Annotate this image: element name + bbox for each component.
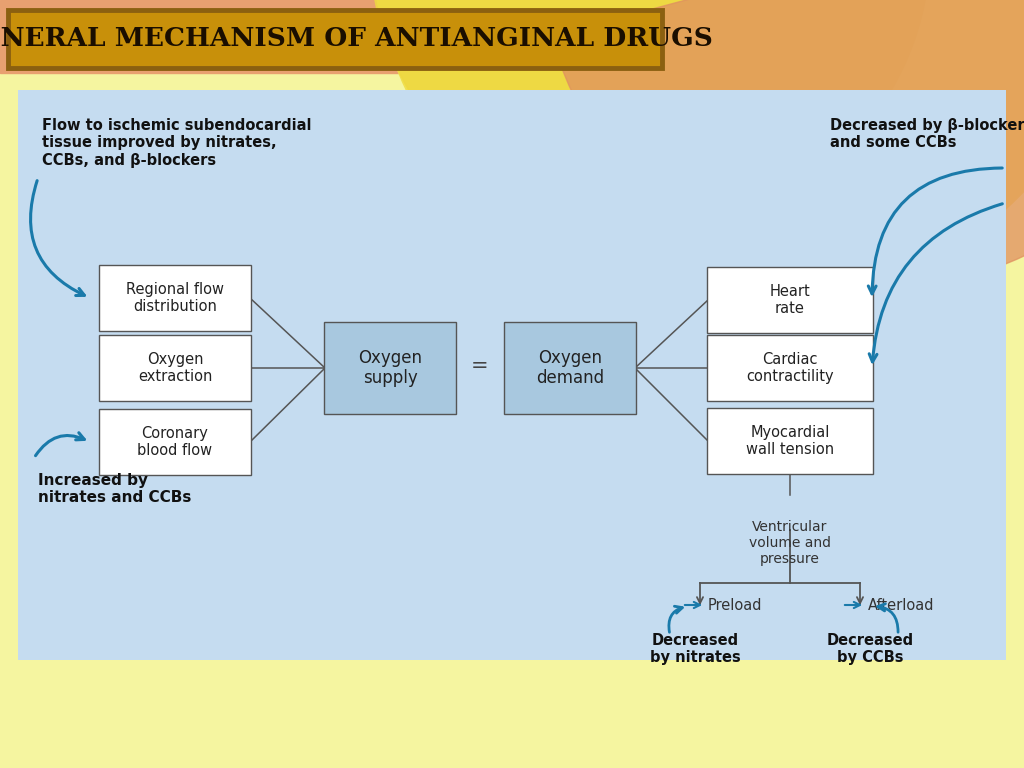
Text: Heart
rate: Heart rate bbox=[770, 284, 810, 316]
Text: Increased by
nitrates and CCBs: Increased by nitrates and CCBs bbox=[38, 473, 191, 505]
FancyBboxPatch shape bbox=[99, 409, 251, 475]
FancyBboxPatch shape bbox=[8, 10, 662, 68]
FancyBboxPatch shape bbox=[707, 335, 873, 401]
FancyArrowPatch shape bbox=[669, 606, 682, 632]
FancyBboxPatch shape bbox=[504, 322, 636, 414]
Bar bbox=[18, 90, 1006, 660]
Wedge shape bbox=[370, 0, 930, 228]
FancyArrowPatch shape bbox=[36, 432, 84, 455]
Text: =: = bbox=[471, 356, 488, 376]
FancyBboxPatch shape bbox=[99, 335, 251, 401]
Wedge shape bbox=[370, 0, 1024, 308]
FancyArrowPatch shape bbox=[868, 168, 1002, 294]
Text: GENERAL MECHANISM OF ANTIANGINAL DRUGS: GENERAL MECHANISM OF ANTIANGINAL DRUGS bbox=[0, 27, 713, 51]
Text: Preload: Preload bbox=[708, 598, 763, 613]
Text: Myocardial
wall tension: Myocardial wall tension bbox=[745, 425, 835, 457]
Text: Flow to ischemic subendocardial
tissue improved by nitrates,
CCBs, and β-blocker: Flow to ischemic subendocardial tissue i… bbox=[42, 118, 311, 167]
FancyBboxPatch shape bbox=[99, 265, 251, 331]
FancyBboxPatch shape bbox=[324, 322, 456, 414]
FancyBboxPatch shape bbox=[707, 408, 873, 474]
Text: Coronary
blood flow: Coronary blood flow bbox=[137, 425, 213, 458]
Text: Oxygen
supply: Oxygen supply bbox=[358, 349, 422, 387]
Text: Oxygen
extraction: Oxygen extraction bbox=[138, 352, 212, 384]
FancyArrowPatch shape bbox=[878, 604, 898, 632]
Text: Ventricular
volume and
pressure: Ventricular volume and pressure bbox=[749, 520, 831, 567]
FancyArrowPatch shape bbox=[31, 180, 84, 296]
Text: Cardiac
contractility: Cardiac contractility bbox=[746, 352, 834, 384]
Text: Oxygen
demand: Oxygen demand bbox=[536, 349, 604, 387]
Text: Decreased by β-blockers
and some CCBs: Decreased by β-blockers and some CCBs bbox=[830, 118, 1024, 151]
Text: Regional flow
distribution: Regional flow distribution bbox=[126, 282, 224, 314]
FancyBboxPatch shape bbox=[707, 267, 873, 333]
Text: Decreased
by CCBs: Decreased by CCBs bbox=[826, 633, 913, 665]
Bar bbox=[0, 0, 1024, 73]
Text: Decreased
by nitrates: Decreased by nitrates bbox=[649, 633, 740, 665]
Text: Afterload: Afterload bbox=[868, 598, 935, 613]
Wedge shape bbox=[552, 0, 1024, 288]
FancyArrowPatch shape bbox=[869, 204, 1002, 362]
